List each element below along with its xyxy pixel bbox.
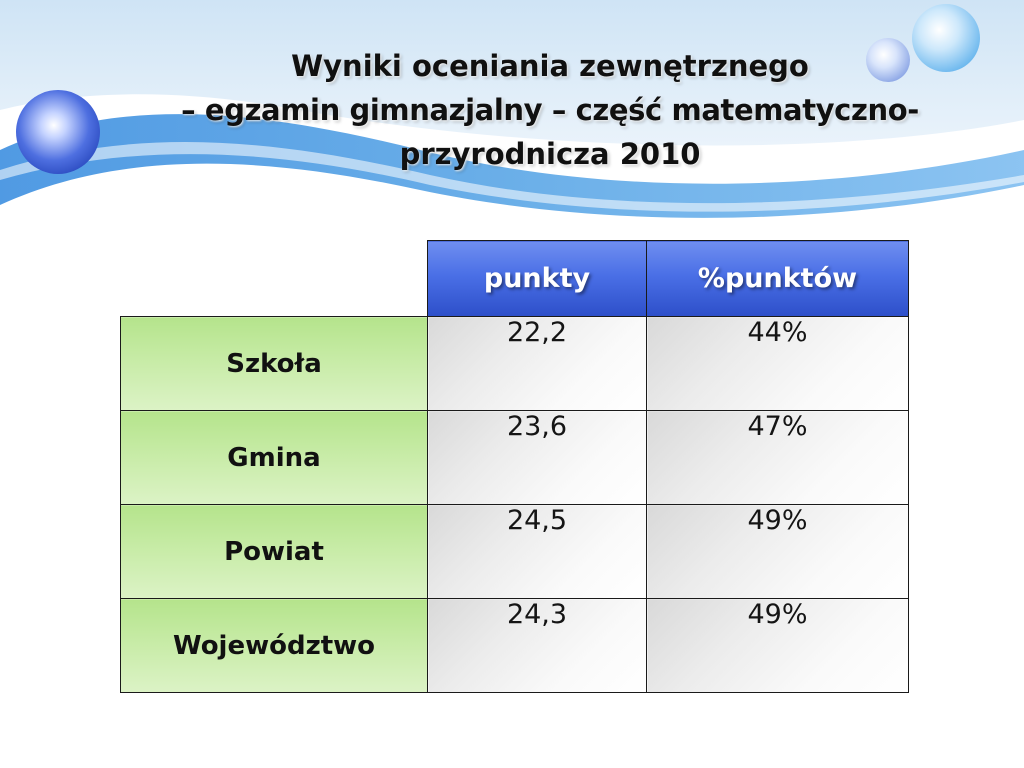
table-row-gmina: Gmina 23,6 47% — [120, 410, 909, 505]
row-label: Szkoła — [120, 316, 428, 411]
decorative-header-background — [0, 0, 1024, 230]
results-table: punkty %punktów Szkoła 22,2 44% Gmina 23… — [120, 240, 909, 693]
points-cell: 23,6 — [427, 410, 647, 505]
percent-cell: 44% — [646, 316, 909, 411]
header-points: punkty — [427, 240, 647, 317]
decorative-orb-right — [912, 4, 980, 72]
percent-cell: 49% — [646, 598, 909, 693]
row-label: Powiat — [120, 504, 428, 599]
decorative-orb-small — [866, 38, 910, 82]
title-line-3: przyrodnicza 2010 — [399, 137, 701, 171]
title-line-2: – egzamin gimnazjalny – część matematycz… — [181, 93, 919, 127]
slide-title: Wyniki oceniania zewnętrznego – egzamin … — [120, 44, 980, 176]
header-percent: %punktów — [646, 240, 909, 317]
table-row-wojewodztwo: Województwo 24,3 49% — [120, 598, 909, 693]
table-corner-empty — [121, 241, 428, 317]
percent-cell: 49% — [646, 504, 909, 599]
row-label: Województwo — [120, 598, 428, 693]
points-cell: 24,5 — [427, 504, 647, 599]
table-header-row: punkty %punktów — [121, 240, 909, 317]
points-cell: 22,2 — [427, 316, 647, 411]
title-line-1: Wyniki oceniania zewnętrznego — [291, 49, 809, 83]
decorative-orb-left — [16, 90, 100, 174]
points-cell: 24,3 — [427, 598, 647, 693]
percent-cell: 47% — [646, 410, 909, 505]
table-row-powiat: Powiat 24,5 49% — [120, 504, 909, 599]
row-label: Gmina — [120, 410, 428, 505]
table-row-szkola: Szkoła 22,2 44% — [120, 316, 909, 411]
